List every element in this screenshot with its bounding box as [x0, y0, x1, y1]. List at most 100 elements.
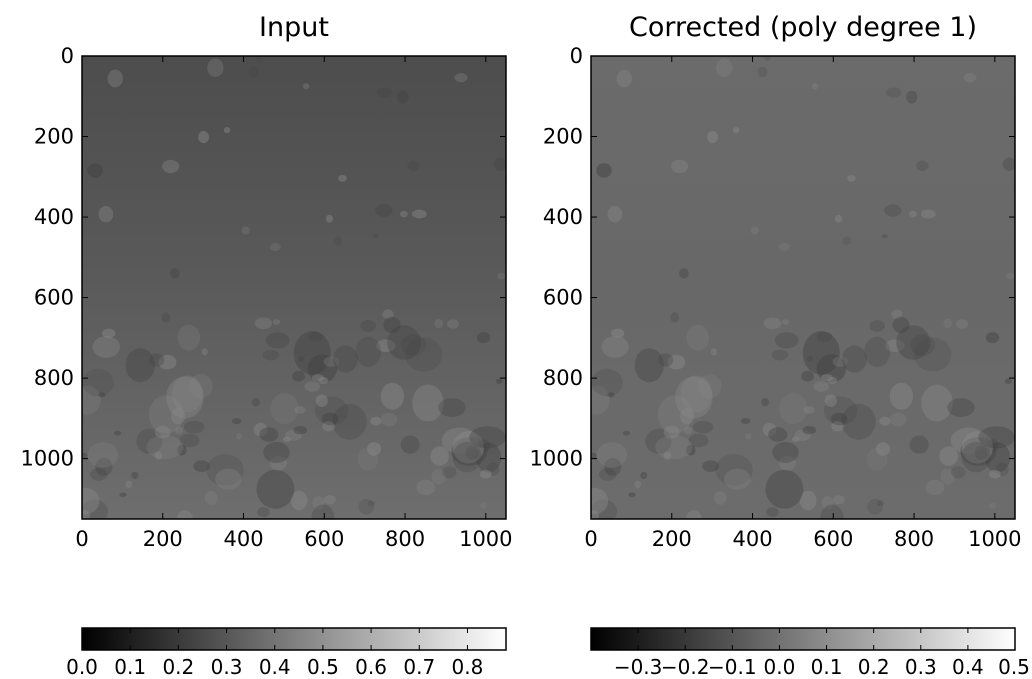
terrain-feature — [869, 320, 885, 332]
terrain-feature — [974, 445, 988, 460]
terrain-feature — [940, 468, 955, 485]
terrain-feature — [766, 507, 779, 518]
terrain-feature — [262, 349, 280, 361]
terrain-feature — [171, 375, 203, 413]
terrain-feature — [891, 309, 903, 320]
terrain-feature — [909, 210, 917, 218]
terrain-feature — [989, 502, 996, 509]
terrain-feature — [95, 458, 113, 476]
terrain-feature — [832, 495, 845, 505]
colorbar-tick-label: 0.2 — [162, 655, 194, 679]
terrain-feature — [671, 159, 689, 174]
terrain-feature — [658, 353, 674, 367]
terrain-feature — [716, 58, 733, 77]
terrain-feature — [987, 439, 999, 453]
terrain-feature — [454, 73, 468, 83]
colorbar-tick-label: 0.1 — [114, 655, 146, 679]
colorbar-tick-label: 0.8 — [452, 655, 484, 679]
terrain-feature — [670, 312, 680, 323]
terrain-feature — [943, 318, 952, 329]
terrain-feature — [290, 490, 308, 511]
x-tick-label: 400 — [223, 527, 263, 551]
terrain-feature — [732, 127, 740, 134]
terrain-feature — [778, 456, 797, 471]
terrain-feature — [497, 272, 506, 280]
terrain-feature — [995, 462, 1009, 476]
terrain-feature — [82, 510, 90, 519]
terrain-feature — [950, 427, 987, 454]
terrain-feature — [333, 345, 358, 373]
terrain-feature — [263, 441, 290, 463]
terrain-feature — [889, 382, 914, 410]
terrain-feature — [451, 437, 488, 466]
terrain-feature — [892, 316, 910, 334]
terrain-feature — [655, 435, 693, 460]
terrain-feature — [257, 507, 270, 518]
terrain-feature — [270, 393, 299, 424]
terrain-feature — [599, 468, 617, 481]
terrain-feature — [272, 319, 281, 325]
terrain-feature — [604, 458, 622, 476]
terrain-feature — [294, 406, 306, 414]
terrain-feature — [821, 496, 834, 510]
terrain-feature — [161, 312, 171, 323]
terrain-feature — [939, 446, 958, 466]
terrain-feature — [811, 83, 819, 90]
terrain-feature — [92, 336, 120, 358]
terrain-feature — [376, 339, 396, 353]
terrain-feature — [293, 331, 331, 375]
terrain-feature — [241, 226, 250, 235]
terrain-feature — [830, 412, 848, 426]
terrain-feature — [476, 332, 491, 344]
colorbar-tick-label: 0.0 — [66, 655, 98, 679]
terrain-feature — [591, 510, 599, 519]
terrain-feature — [248, 66, 259, 78]
terrain-feature — [842, 345, 867, 373]
colorbar-input: 0.0 0.1 0.2 0.3 0.4 0.5 0.6 0.7 0.8 — [66, 627, 507, 679]
terrain-feature — [469, 426, 506, 449]
terrain-feature — [318, 377, 328, 384]
terrain-feature — [768, 427, 788, 442]
terrain-feature — [154, 451, 163, 460]
terrain-feature — [434, 318, 444, 329]
terrain-feature — [824, 394, 837, 408]
terrain-feature — [686, 324, 710, 351]
terrain-feature — [360, 320, 377, 332]
terrain-feature — [382, 309, 394, 320]
terrain-feature — [231, 418, 242, 425]
terrain-feature — [401, 334, 426, 356]
terrain-feature — [253, 422, 268, 437]
terrain-feature — [478, 439, 490, 453]
y-tick-label: 400 — [543, 205, 583, 229]
terrain-feature — [591, 452, 597, 459]
terrain-feature — [465, 445, 479, 460]
terrain-feature — [961, 441, 991, 473]
terrain-feature — [645, 428, 672, 454]
terrain-feature — [98, 392, 106, 398]
terrain-feature — [947, 398, 975, 417]
terrain-feature — [162, 159, 180, 174]
terrain-feature — [259, 427, 279, 442]
terrain-feature — [832, 356, 848, 367]
terrain-feature — [321, 412, 339, 426]
terrain-feature — [916, 160, 929, 171]
terrain-feature — [591, 385, 610, 415]
terrain-feature — [591, 499, 617, 519]
terrain-feature — [480, 502, 487, 509]
terrain-feature — [475, 442, 502, 473]
terrain-feature — [667, 354, 686, 370]
terrain-feature — [823, 396, 858, 426]
terrain-feature — [302, 83, 310, 90]
terrain-feature — [745, 433, 752, 440]
terrain-feature — [683, 426, 693, 435]
terrain-feature — [285, 429, 302, 441]
terrain-feature — [412, 384, 444, 422]
terrain-feature — [367, 442, 382, 456]
terrain-feature — [596, 163, 612, 178]
colorbar-tick-label: 0.3 — [905, 655, 937, 679]
terrain-feature — [493, 157, 506, 171]
terrain-feature — [154, 425, 171, 439]
x-tick-label: 400 — [732, 527, 772, 551]
terrain-feature — [686, 510, 702, 519]
terrain-feature — [771, 349, 789, 361]
